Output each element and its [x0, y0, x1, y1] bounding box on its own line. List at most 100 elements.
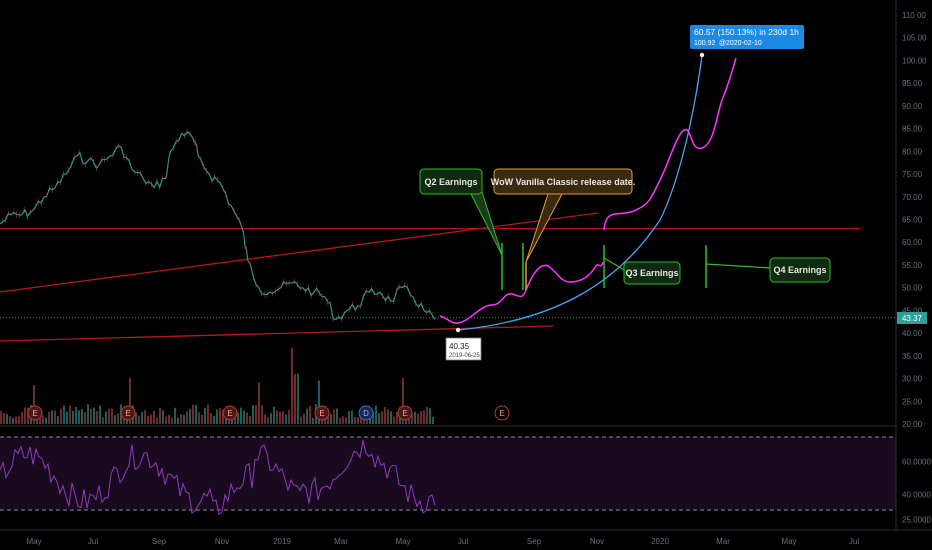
volume-bar: [165, 416, 167, 424]
volume-bar: [222, 409, 224, 424]
q4-callout-box: [769, 257, 831, 283]
price-tick-label: 85.00: [902, 125, 923, 134]
volume-bar: [93, 407, 95, 424]
earnings-marker[interactable]: [222, 405, 238, 421]
volume-bars: [0, 347, 434, 424]
rsi-line: [0, 440, 436, 516]
volume-bar: [147, 415, 149, 424]
volume-bar: [360, 415, 362, 424]
price-tick-label: 100.00: [902, 56, 927, 65]
volume-bar: [141, 412, 143, 424]
rsi-tick-label: 60.0000: [902, 457, 931, 466]
volume-bar: [183, 414, 185, 424]
volume-bar: [285, 414, 287, 424]
volume-bar: [303, 413, 305, 424]
volume-bar: [396, 412, 398, 424]
measure-label-change: 60.57 (150.13%) in 230d 1h: [694, 27, 799, 37]
volume-bar: [411, 414, 413, 424]
volume-bar: [9, 416, 11, 424]
price-tick-label: 45.00: [902, 306, 923, 315]
time-tick-label: Mar: [334, 537, 348, 546]
curve-end-point[interactable]: [699, 52, 705, 58]
volume-bar: [96, 410, 98, 424]
volume-bar: [408, 417, 410, 424]
volume-bar: [153, 410, 155, 424]
price-tick-label: 55.00: [902, 261, 923, 270]
earnings-marker[interactable]: [397, 405, 413, 421]
start-point-label[interactable]: 40.35 2019-06-25: [445, 337, 482, 361]
volume-bar: [186, 411, 188, 424]
volume-bar: [81, 409, 83, 424]
price-tick-label: 90.00: [902, 102, 923, 111]
marker-letter: E: [227, 409, 232, 418]
volume-bar: [249, 416, 251, 424]
time-tick-label: 2020: [651, 537, 669, 546]
volume-bar: [3, 413, 5, 424]
volume-bar: [144, 410, 146, 424]
volume-bar: [75, 406, 77, 424]
volume-bar: [375, 405, 377, 424]
marker-letter: D: [363, 409, 369, 418]
lower-trendline[interactable]: [0, 325, 554, 342]
q2-earnings-callout[interactable]: Q2 Earnings: [419, 168, 503, 256]
price-tick-label: 60.00: [902, 238, 923, 247]
volume-bar: [357, 416, 359, 424]
price-series-overlay: [2, 128, 433, 322]
q3-pointer: [603, 257, 625, 271]
price-tick-label: 35.00: [902, 352, 923, 361]
volume-bar: [237, 412, 239, 424]
volume-bar: [423, 410, 425, 424]
volume-bar: [135, 412, 137, 424]
volume-bar: [282, 411, 284, 424]
volume-bar: [342, 416, 344, 424]
earnings-marker[interactable]: [120, 405, 136, 421]
earnings-marker[interactable]: [27, 405, 43, 421]
time-tick-label: Nov: [215, 537, 229, 546]
volume-bar: [12, 417, 14, 424]
q3-callout-box: [623, 261, 681, 285]
wow-callout[interactable]: WoW Vanilla Classic release date.: [491, 168, 635, 263]
rsi-band: [0, 437, 896, 510]
exponential-curve[interactable]: [457, 54, 703, 331]
volume-bar: [174, 407, 176, 424]
volume-bar: [219, 408, 221, 424]
volume-bar: [312, 417, 314, 424]
volume-bar: [27, 407, 29, 424]
volume-bar: [159, 407, 161, 424]
q4-earnings-callout[interactable]: Q4 Earnings: [769, 257, 831, 283]
volume-bar: [270, 413, 272, 424]
price-tick-label: 65.00: [902, 216, 923, 225]
wow-callout-label: WoW Vanilla Classic release date.: [491, 177, 635, 187]
volume-bar: [48, 411, 50, 424]
q4-pointer: [705, 263, 771, 269]
volume-bar: [432, 416, 434, 424]
dividend-marker[interactable]: [358, 405, 374, 421]
price-tick-label: 20.00: [902, 420, 923, 429]
curve-start-point[interactable]: [455, 327, 461, 333]
volume-bar: [216, 409, 218, 424]
earnings-marker[interactable]: [494, 405, 510, 421]
price-tick-label: 30.00: [902, 375, 923, 384]
volume-bar: [51, 410, 53, 424]
time-tick-label: Sep: [152, 537, 167, 546]
projection-path-2[interactable]: [603, 57, 737, 231]
earnings-marker[interactable]: [314, 405, 330, 421]
volume-bar: [393, 416, 395, 424]
time-tick-label: Jul: [458, 537, 468, 546]
measure-label[interactable]: 60.57 (150.13%) in 230d 1h 100.92 @ 2020…: [690, 25, 804, 49]
marker-letter: E: [125, 409, 130, 418]
volume-bar: [111, 408, 113, 424]
volume-bar: [252, 405, 254, 424]
upper-trendline[interactable]: [0, 212, 599, 293]
volume-bar: [21, 412, 23, 424]
volume-bar: [36, 416, 38, 424]
rsi-axis: 60.0000 40.0000 25.0000: [902, 457, 931, 524]
volume-bar: [39, 416, 41, 424]
q3-earnings-callout[interactable]: Q3 Earnings: [623, 261, 681, 285]
start-point-date: 2019-06-25: [449, 353, 480, 359]
volume-bar: [84, 411, 86, 424]
volume-bar: [213, 415, 215, 424]
rsi-tick-label: 25.0000: [902, 516, 931, 525]
volume-bar: [102, 417, 104, 424]
